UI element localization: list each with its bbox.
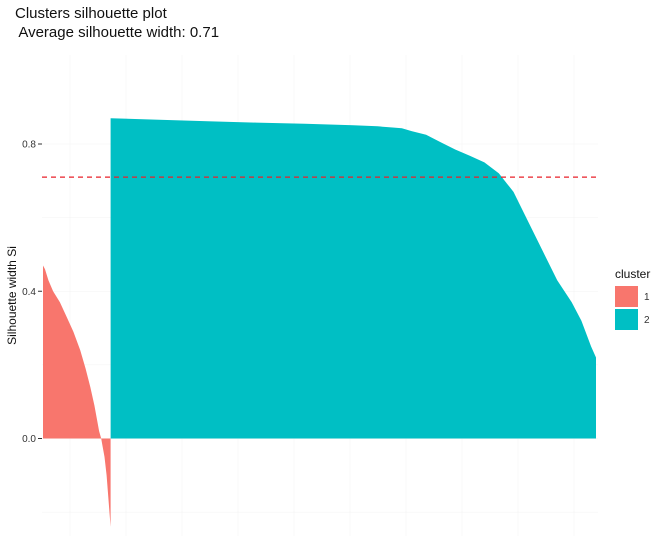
chart-title: Clusters silhouette plot Average silhoue… <box>15 5 219 41</box>
legend: cluster 1 2 <box>615 267 650 330</box>
legend-key-1 <box>615 286 638 307</box>
chart-title-line: Clusters silhouette plot <box>15 5 168 22</box>
y-tick-label: 0.8 <box>22 140 36 151</box>
y-axis: 0.0 0.4 0.8 <box>22 140 42 446</box>
legend-title: cluster <box>615 267 650 281</box>
cluster-1-bars <box>43 266 111 527</box>
y-axis-label: Silhouette width Si <box>5 246 19 345</box>
legend-key-2 <box>615 309 638 330</box>
legend-label-1: 1 <box>644 292 650 303</box>
legend-label-2: 2 <box>644 315 650 326</box>
chart-subtitle-line: Average silhouette width: 0.71 <box>15 24 219 41</box>
cluster-2-bars <box>111 118 596 438</box>
y-tick-label: 0.0 <box>22 434 36 445</box>
y-tick-label: 0.4 <box>22 287 36 298</box>
